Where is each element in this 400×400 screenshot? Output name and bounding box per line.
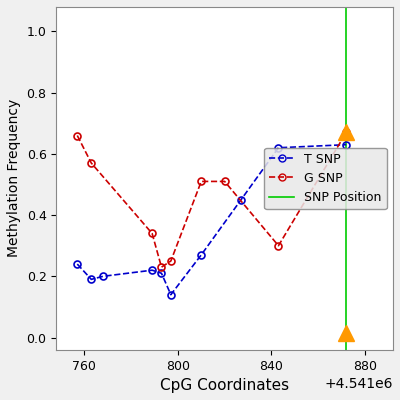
Y-axis label: Methylation Frequency: Methylation Frequency: [7, 99, 21, 258]
X-axis label: CpG Coordinates: CpG Coordinates: [160, 378, 289, 393]
Legend: T SNP, G SNP, SNP Position: T SNP, G SNP, SNP Position: [264, 148, 387, 209]
